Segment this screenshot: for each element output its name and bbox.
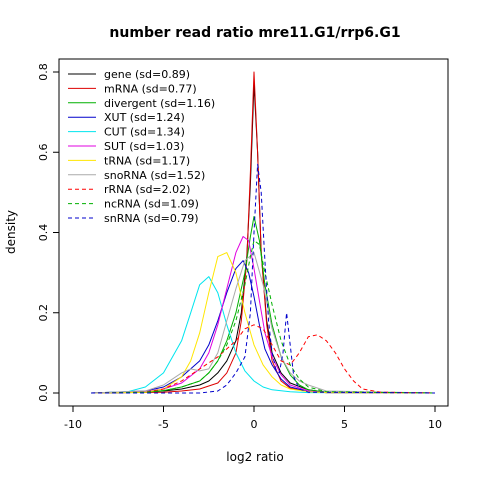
legend-label: divergent (sd=1.16) [104, 97, 215, 110]
legend-label: gene (sd=0.89) [104, 68, 190, 81]
x-tick-label: 10 [428, 418, 442, 431]
series-line [91, 324, 436, 394]
y-tick-label: 0.4 [37, 224, 50, 242]
x-tick-label: -5 [158, 418, 169, 431]
legend-label: ncRNA (sd=1.09) [104, 198, 199, 211]
x-tick-label: 5 [341, 418, 348, 431]
legend-label: snoRNA (sd=1.52) [104, 169, 205, 182]
x-tick-label: 0 [251, 418, 258, 431]
series-line [91, 276, 436, 394]
series-line [91, 236, 436, 394]
y-tick-label: 0.0 [37, 384, 50, 402]
series-line [91, 240, 436, 394]
legend-label: CUT (sd=1.34) [104, 126, 185, 139]
legend: gene (sd=0.89)mRNA (sd=0.77) divergent (s… [68, 68, 215, 225]
series-line [91, 163, 436, 394]
y-tick-label: 0.2 [37, 304, 50, 322]
y-tick-label: 0.8 [37, 63, 50, 81]
legend-label: rRNA (sd=2.02) [104, 183, 190, 196]
series-layer [91, 71, 436, 394]
legend-label: SUT (sd=1.03) [104, 140, 184, 153]
series-line [91, 252, 436, 394]
x-axis: -10 -5 0 5 10 [64, 406, 442, 431]
series-line [91, 260, 436, 394]
y-tick-label: 0.6 [37, 144, 50, 162]
x-axis-label: log2 ratio [226, 450, 283, 464]
legend-label: tRNA (sd=1.17) [104, 154, 190, 167]
y-axis-label: density [4, 210, 18, 254]
series-line [91, 71, 436, 394]
series-line [91, 252, 436, 394]
chart-title: number read ratio mre11.G1/rrp6.G1 [109, 25, 400, 41]
legend-label: XUT (sd=1.24) [104, 111, 185, 124]
y-axis: 0.0 0.2 0.4 0.6 0.8 [37, 63, 59, 402]
x-tick-label: -10 [64, 418, 82, 431]
legend-label: mRNA (sd=0.77) [104, 82, 197, 95]
legend-label: snRNA (sd=0.79) [104, 212, 199, 225]
series-line [91, 216, 436, 394]
